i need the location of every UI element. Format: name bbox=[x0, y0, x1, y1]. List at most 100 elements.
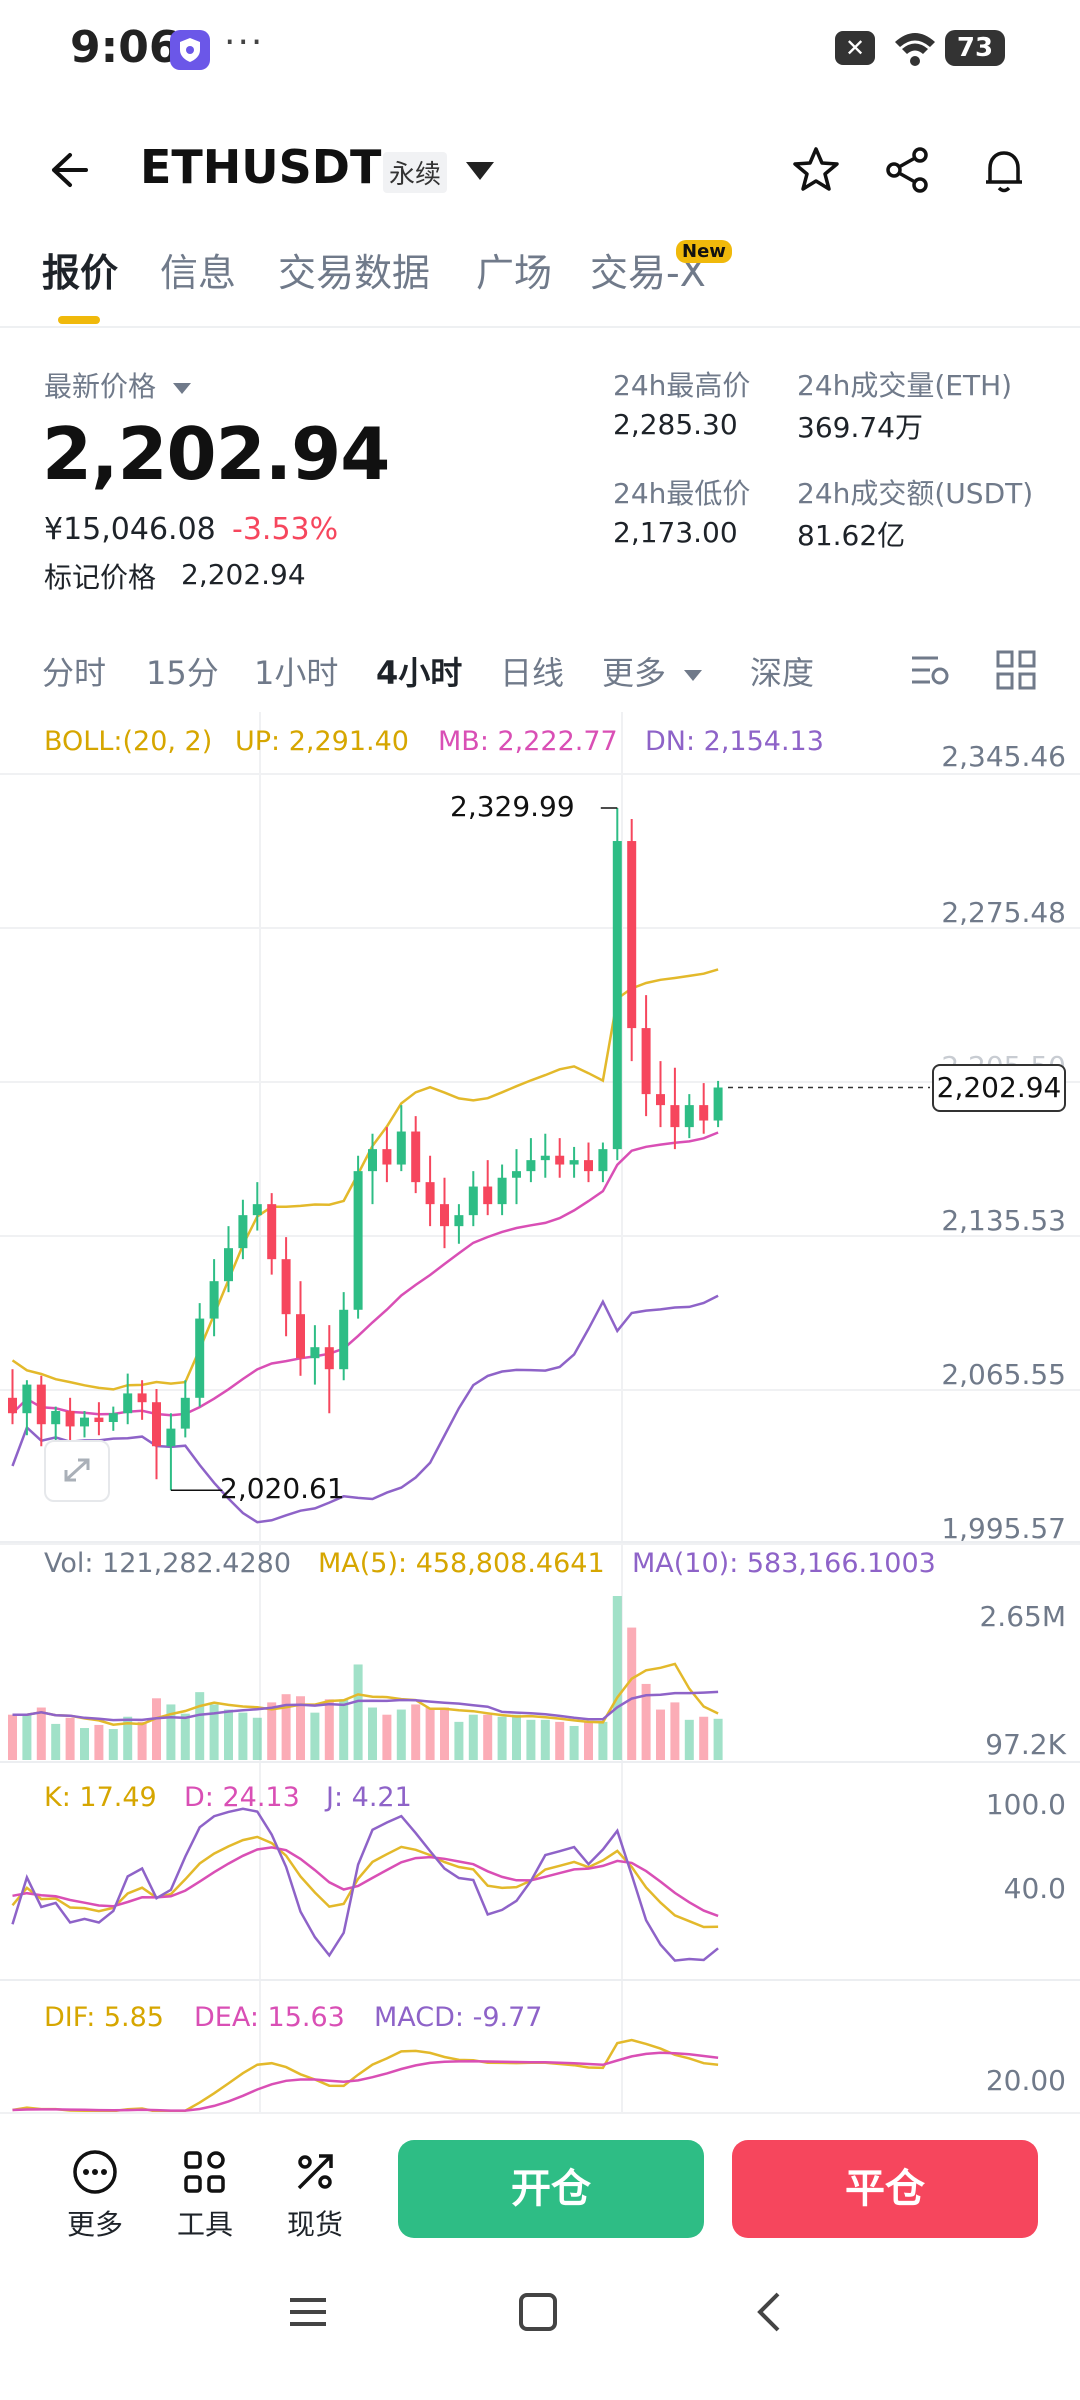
kdj-y-top: 100.0 bbox=[985, 1788, 1066, 1821]
vol-ma5-line bbox=[12, 1662, 719, 1726]
candle-body bbox=[310, 1347, 320, 1359]
candle-body bbox=[137, 1393, 147, 1403]
tools-label: 工具 bbox=[176, 2208, 233, 2241]
candle-body bbox=[368, 1149, 377, 1172]
kdj-k: K: 17.49 bbox=[44, 1782, 157, 1813]
volume-eth-label: 24h成交量(ETH) bbox=[797, 369, 1013, 402]
candle-body bbox=[713, 1087, 723, 1121]
y-axis-label: 2,275.48 bbox=[941, 896, 1066, 929]
close-position-button[interactable]: 平仓 bbox=[732, 2140, 1038, 2238]
volume-bar bbox=[80, 1728, 89, 1760]
latest-price-caret-icon bbox=[172, 382, 191, 394]
macd-dif: DIF: 5.85 bbox=[44, 2002, 164, 2033]
interval-depth[interactable]: 深度 bbox=[750, 654, 815, 692]
interval-1d[interactable]: 日线 bbox=[500, 654, 565, 692]
tools-button[interactable]: 工具 bbox=[155, 2148, 255, 2243]
interval-1h[interactable]: 1小时 bbox=[254, 654, 339, 692]
volume-bar bbox=[497, 1716, 507, 1760]
interval-more[interactable]: 更多 bbox=[602, 648, 703, 694]
spot-button[interactable]: 现货 bbox=[265, 2148, 365, 2243]
volume-bar bbox=[627, 1627, 637, 1760]
nav-back-icon[interactable] bbox=[748, 2290, 792, 2338]
vpn-shield-icon bbox=[170, 30, 210, 70]
candle-body bbox=[598, 1149, 608, 1172]
indicator-settings-icon[interactable] bbox=[908, 648, 952, 696]
latest-price-label-text: 最新价格 bbox=[44, 370, 157, 403]
volume-bar bbox=[296, 1696, 305, 1760]
candle-body bbox=[656, 1094, 665, 1106]
vol-y-top: 2.65M bbox=[979, 1600, 1066, 1633]
expand-chart-button[interactable] bbox=[44, 1440, 110, 1502]
mark-price: 2,202.94 bbox=[181, 558, 306, 591]
volume-bar bbox=[598, 1721, 608, 1760]
no-sim-icon: ✕ bbox=[835, 31, 875, 65]
nav-recents-icon[interactable] bbox=[286, 2290, 330, 2338]
candle-body bbox=[540, 1155, 550, 1161]
tab-quote[interactable]: 报价 bbox=[42, 251, 119, 295]
y-axis-label: 1,995.57 bbox=[941, 1512, 1066, 1545]
candle-body bbox=[684, 1105, 694, 1128]
open-position-button[interactable]: 开仓 bbox=[398, 2140, 704, 2238]
divider bbox=[0, 326, 1080, 328]
interval-time-share[interactable]: 分时 bbox=[42, 654, 107, 692]
symbol-dropdown-icon[interactable] bbox=[466, 162, 494, 180]
layout-grid-icon[interactable] bbox=[994, 648, 1038, 696]
volume-bar bbox=[569, 1725, 579, 1760]
candle-body bbox=[497, 1177, 507, 1205]
more-button[interactable]: 更多 bbox=[45, 2148, 145, 2243]
volume-bar bbox=[656, 1709, 665, 1760]
high-annotation: 2,329.99 bbox=[450, 790, 575, 823]
boll-up-line bbox=[11, 968, 719, 1391]
candle-body bbox=[252, 1204, 262, 1216]
chart-gridlines bbox=[0, 712, 1080, 2112]
boll-mb: MB: 2,222.77 bbox=[438, 726, 618, 757]
volume-bar bbox=[454, 1721, 464, 1760]
status-time: 9:06 bbox=[70, 22, 180, 73]
candle-body bbox=[324, 1347, 334, 1370]
volume-bar bbox=[670, 1702, 680, 1760]
boll-dn: DN: 2,154.13 bbox=[645, 726, 824, 757]
candle-body bbox=[353, 1171, 363, 1310]
more-dots-icon bbox=[73, 2150, 117, 2194]
interval-15m[interactable]: 15分 bbox=[146, 654, 219, 692]
candle-body bbox=[584, 1160, 593, 1172]
candle-body bbox=[454, 1215, 464, 1227]
symbol-title[interactable]: ETHUSDT bbox=[140, 140, 382, 194]
candle-body bbox=[51, 1411, 61, 1425]
macd-dea: DEA: 15.63 bbox=[194, 2002, 345, 2033]
tab-square[interactable]: 广场 bbox=[476, 251, 553, 295]
last-price: 2,202.94 bbox=[42, 412, 390, 496]
volume-bar bbox=[94, 1724, 104, 1760]
macd-dif-line bbox=[12, 2038, 719, 2114]
tab-trading-data[interactable]: 交易数据 bbox=[278, 251, 431, 295]
boll-mb-line bbox=[11, 1131, 719, 1417]
high-24h: 2,285.30 bbox=[613, 408, 738, 441]
candle-body bbox=[569, 1160, 579, 1165]
volume-bar bbox=[51, 1723, 61, 1760]
kline-chart[interactable] bbox=[0, 712, 1080, 2132]
candle-body bbox=[526, 1160, 536, 1172]
macd-lines bbox=[12, 2038, 719, 2114]
nav-home-icon[interactable] bbox=[516, 2290, 560, 2338]
contract-type-badge: 永续 bbox=[383, 152, 448, 193]
kdj-y-mid: 40.0 bbox=[1003, 1872, 1066, 1905]
share-icon[interactable] bbox=[882, 144, 934, 200]
tab-info[interactable]: 信息 bbox=[160, 251, 237, 295]
more-label: 更多 bbox=[66, 2208, 123, 2241]
candle-body bbox=[65, 1411, 75, 1427]
macd-value: MACD: -9.77 bbox=[374, 2002, 543, 2033]
volume-bars bbox=[8, 1596, 723, 1760]
notification-bell-icon[interactable] bbox=[978, 144, 1030, 200]
tools-grid-icon bbox=[184, 2151, 225, 2193]
volume-bar bbox=[526, 1719, 536, 1760]
back-button[interactable] bbox=[40, 145, 90, 199]
high-24h-label: 24h最高价 bbox=[613, 369, 751, 402]
candle-body bbox=[209, 1281, 219, 1319]
mark-price-label: 标记价格 bbox=[44, 561, 157, 594]
volume-bar bbox=[267, 1702, 277, 1760]
candle-body bbox=[296, 1314, 305, 1359]
latest-price-label[interactable]: 最新价格 bbox=[44, 365, 191, 405]
interval-4h[interactable]: 4小时 bbox=[376, 654, 463, 692]
volume-bar bbox=[440, 1707, 449, 1760]
favorite-star-icon[interactable] bbox=[790, 144, 842, 200]
